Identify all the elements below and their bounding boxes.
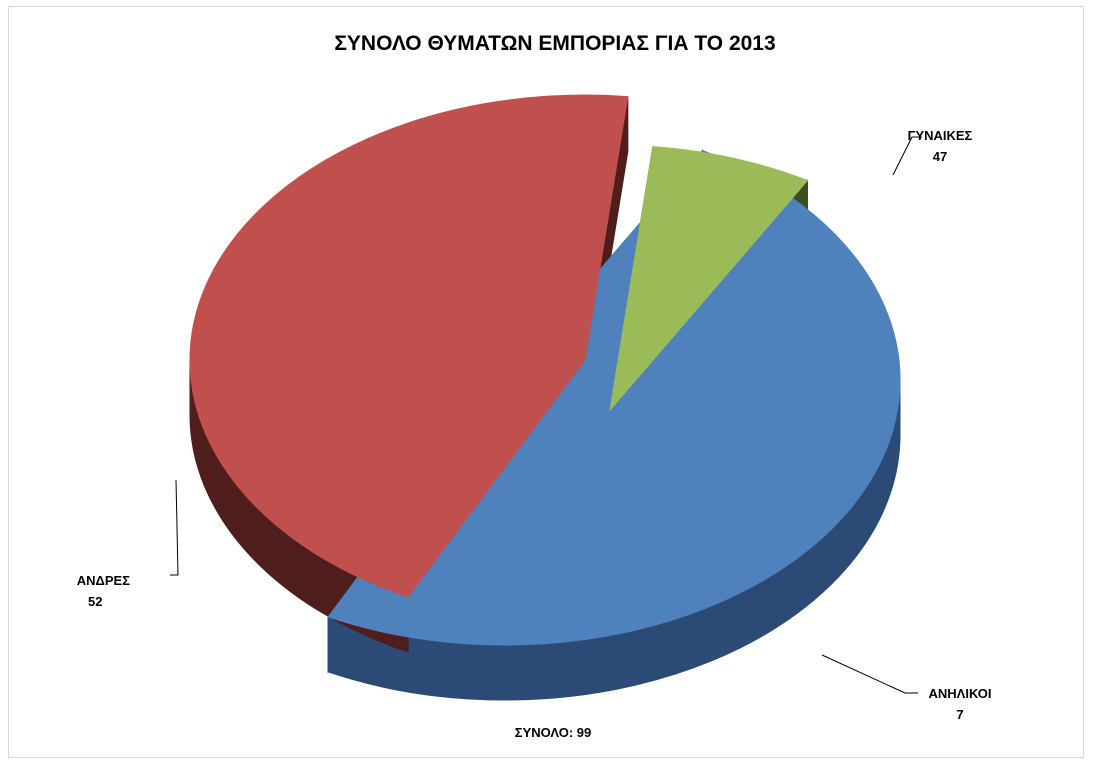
- leader-line-γυναικες: [892, 136, 922, 176]
- data-label-value: 47: [933, 149, 947, 164]
- data-label-value: 7: [956, 707, 963, 722]
- total-label: ΣΥΝΟΛΟ: 99: [515, 725, 591, 740]
- slice-γυναικες: [189, 94, 629, 598]
- leader-line-ανηλικοι: [821, 654, 918, 694]
- data-label-value: 52: [88, 594, 102, 609]
- data-labels: ΑΝΔΡΕΣ 52 ΓΥΝΑΙΚΕΣ 47 ΑΝΗΛΙΚΟΙ 7: [77, 128, 992, 722]
- slice-ανηλικοι: [609, 146, 809, 412]
- pie-slices: [189, 94, 901, 701]
- data-label-name: ΑΝΔΡΕΣ: [77, 573, 130, 588]
- data-label-name: ΑΝΗΛΙΚΟΙ: [929, 686, 992, 701]
- chart-title: ΣΥΝΟΛΟ ΘΥΜΑΤΩΝ ΕΜΠΟΡΙΑΣ ΓΙΑ ΤΟ 2013: [334, 32, 775, 55]
- leader-line-ανδρες: [170, 479, 179, 576]
- data-label-name: ΓΥΝΑΙΚΕΣ: [908, 128, 973, 143]
